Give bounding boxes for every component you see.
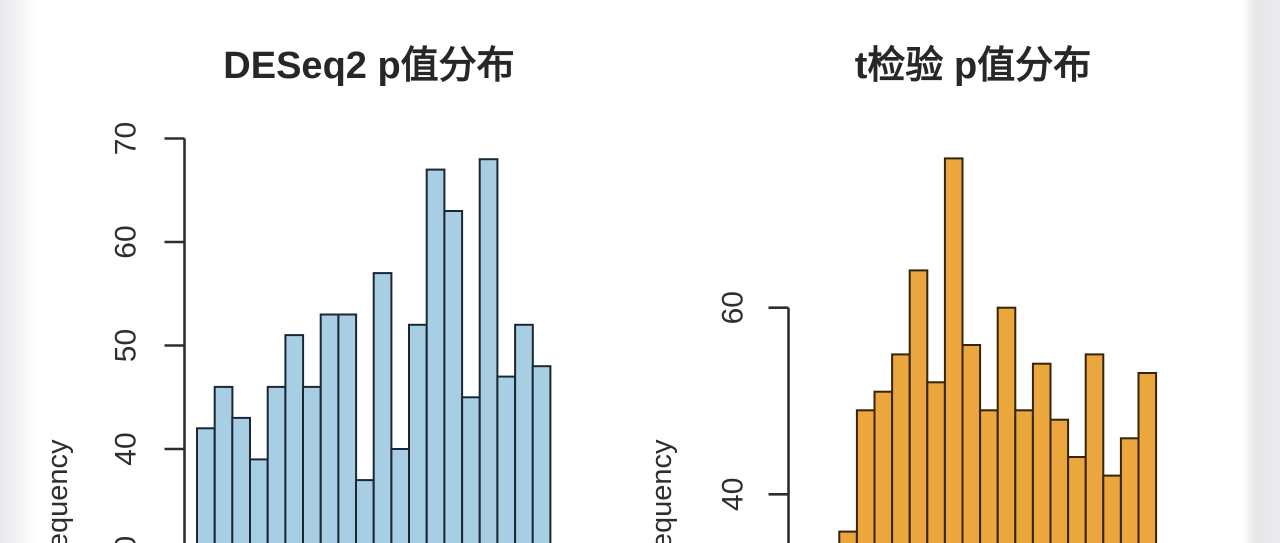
left-chart-title: DESeq2 p值分布 bbox=[223, 45, 515, 87]
y-tick-label: 50 bbox=[110, 329, 143, 362]
histogram-bar bbox=[319, 313, 340, 543]
histogram-bar bbox=[302, 385, 322, 543]
histogram-bar bbox=[943, 157, 964, 543]
histogram-bar bbox=[1102, 474, 1122, 543]
histogram-bar bbox=[478, 158, 499, 543]
histogram-bar bbox=[996, 306, 1017, 543]
histogram-bar bbox=[838, 530, 858, 543]
page-left-margin bbox=[0, 0, 36, 543]
y-tick-label: 40 bbox=[717, 478, 750, 511]
y-tick-label: 70 bbox=[110, 122, 143, 155]
y-tick-label: 30 bbox=[110, 536, 143, 543]
histogram-bar bbox=[855, 409, 876, 543]
histogram-bar bbox=[249, 458, 269, 543]
histogram-bar bbox=[425, 168, 446, 543]
y-tick-label: 40 bbox=[110, 432, 143, 465]
histogram-bar bbox=[1014, 409, 1034, 543]
y-axis-label: Frequency bbox=[42, 439, 74, 543]
histogram-bar bbox=[908, 269, 929, 543]
histogram-bar bbox=[1119, 437, 1140, 543]
y-axis-label: Frequency bbox=[646, 439, 678, 543]
histogram-bar bbox=[1084, 353, 1105, 543]
histogram-bar bbox=[531, 365, 552, 543]
histogram-bar bbox=[284, 334, 305, 543]
right-chart-title: t检验 p值分布 bbox=[854, 45, 1092, 87]
y-tick-label: 60 bbox=[110, 225, 143, 258]
histogram-bar bbox=[891, 353, 911, 543]
histogram-bar bbox=[390, 448, 411, 543]
histogram-bar bbox=[1137, 372, 1158, 543]
histogram-bar bbox=[443, 210, 464, 543]
left-histogram: 70 60 50 40 30 Frequency bbox=[42, 122, 552, 543]
histogram-bar bbox=[979, 409, 999, 543]
histogram-bar bbox=[873, 390, 894, 543]
histogram-bar bbox=[196, 427, 216, 543]
histogram-bar bbox=[266, 385, 287, 543]
histogram-bar bbox=[1049, 418, 1070, 543]
histogram-bar bbox=[1031, 362, 1052, 543]
histogram-bar bbox=[355, 479, 375, 543]
y-tick-label: 60 bbox=[717, 291, 750, 324]
right-histogram: 60 40 Frequency bbox=[646, 157, 1158, 543]
page-right-margin bbox=[1242, 0, 1280, 543]
histogram-bar bbox=[372, 272, 393, 543]
histogram-bar bbox=[496, 375, 517, 543]
histogram-bar bbox=[1067, 456, 1087, 543]
histogram-bar bbox=[337, 313, 358, 543]
histogram-bar bbox=[514, 323, 534, 543]
histogram-bar bbox=[961, 344, 982, 543]
histogram-bar bbox=[926, 381, 946, 543]
histogram-bar bbox=[231, 416, 252, 543]
histogram-bar bbox=[213, 385, 234, 543]
histogram-bar bbox=[408, 323, 428, 543]
histogram-bar bbox=[461, 396, 481, 543]
